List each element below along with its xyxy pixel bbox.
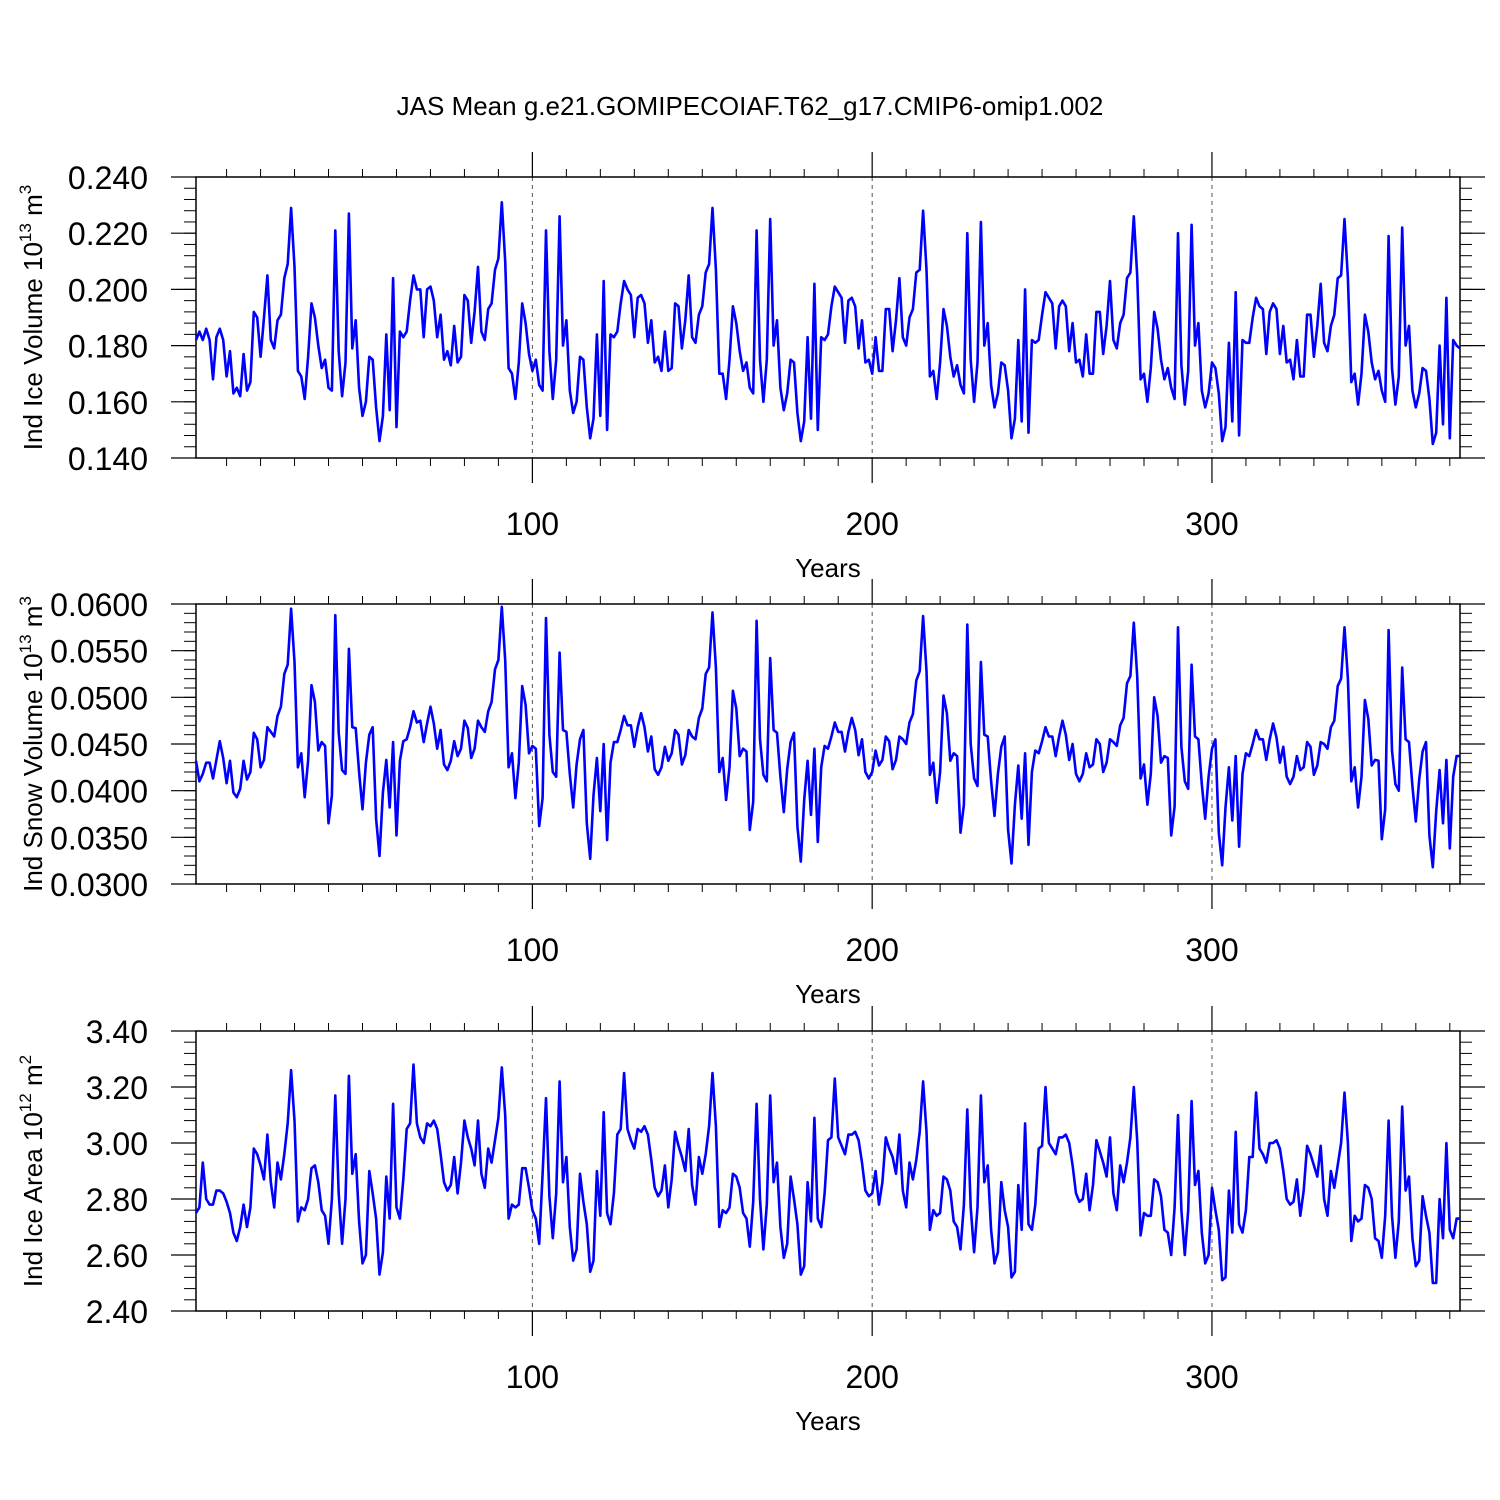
y-tick-label: 0.220 — [68, 216, 148, 252]
y-tick-label: 0.0500 — [50, 680, 148, 716]
y-axis-label: Ind Ice Volume 1013 m3 — [16, 185, 48, 450]
ice-volume-panel: 100 200 300 0.140 0.160 0.180 0.200 0.220 0.240 Y… — [16, 152, 1485, 583]
plot-frame — [195, 176, 1461, 459]
x-tick-label: 300 — [1185, 932, 1238, 968]
ice-area-panel: 100 200 300 2.40 2.60 2.80 3.00 3.20 3.40 Years In… — [16, 1006, 1485, 1436]
y-tick-label: 2.40 — [86, 1294, 148, 1330]
x-tick-label: 200 — [845, 506, 898, 542]
y-axis-label-part: 13 — [16, 634, 35, 653]
y-tick-label: 0.0450 — [50, 727, 148, 763]
x-axis-label: Years — [795, 1406, 861, 1436]
plot-frame — [195, 603, 1461, 885]
y-axis-label-part: Ind Snow Volume 10 — [18, 653, 48, 892]
plot-frame — [195, 1030, 1461, 1312]
y-tick-label: 2.80 — [86, 1182, 148, 1218]
snow-volume-series-line — [194, 605, 1460, 869]
y-axis-label-part: m — [18, 194, 48, 223]
y-tick-label: 0.0600 — [50, 587, 148, 623]
y-tick-label: 0.160 — [68, 385, 148, 421]
y-axis-label-part: 3 — [16, 185, 35, 194]
y-axis-label-part: Ind Ice Area 10 — [18, 1112, 48, 1287]
x-tick-label: 100 — [506, 506, 559, 542]
y-axis-label-part: m — [18, 606, 48, 635]
y-axis-label: Ind Snow Volume 1013 m3 — [16, 596, 48, 892]
snow-volume-panel: 100 200 300 0.0300 0.0350 0.0400 0.0450 0.0500 0… — [16, 579, 1485, 1009]
y-tick-label: 0.140 — [68, 441, 148, 477]
y-tick-label: 3.00 — [86, 1126, 148, 1162]
y-axis-label-part: Ind Ice Volume 10 — [18, 242, 48, 450]
y-axis-label: Ind Ice Area 1012 m2 — [16, 1055, 48, 1287]
y-axis-label-part: 12 — [16, 1093, 35, 1112]
y-tick-label: 0.200 — [68, 272, 148, 308]
x-axis-label: Years — [795, 553, 861, 583]
y-tick-label: 0.0300 — [50, 867, 148, 903]
y-tick-label: 2.60 — [86, 1238, 148, 1274]
y-tick-label: 3.20 — [86, 1070, 148, 1106]
y-tick-label: 0.0350 — [50, 820, 148, 856]
x-tick-label: 200 — [845, 932, 898, 968]
y-tick-label: 0.0400 — [50, 774, 148, 810]
figure-title: JAS Mean g.e21.GOMIPECOIAF.T62_g17.CMIP6… — [397, 91, 1104, 121]
y-tick-label: 0.240 — [68, 160, 148, 196]
y-axis-label-part: m — [18, 1064, 48, 1093]
y-axis-label-part: 2 — [16, 1055, 35, 1064]
x-tick-label: 100 — [506, 932, 559, 968]
x-tick-label: 300 — [1185, 506, 1238, 542]
ice-volume-series-line — [194, 201, 1461, 446]
x-tick-label: 300 — [1185, 1359, 1238, 1395]
y-axis-label-part: 13 — [16, 223, 35, 242]
y-tick-label: 3.40 — [86, 1014, 148, 1050]
y-axis-label-part: 3 — [16, 596, 35, 605]
x-axis-label: Years — [795, 979, 861, 1009]
x-tick-label: 100 — [506, 1359, 559, 1395]
y-tick-label: 0.0550 — [50, 634, 148, 670]
y-tick-label: 0.180 — [68, 329, 148, 365]
ice-area-series-line — [194, 1063, 1460, 1285]
x-tick-label: 200 — [845, 1359, 898, 1395]
